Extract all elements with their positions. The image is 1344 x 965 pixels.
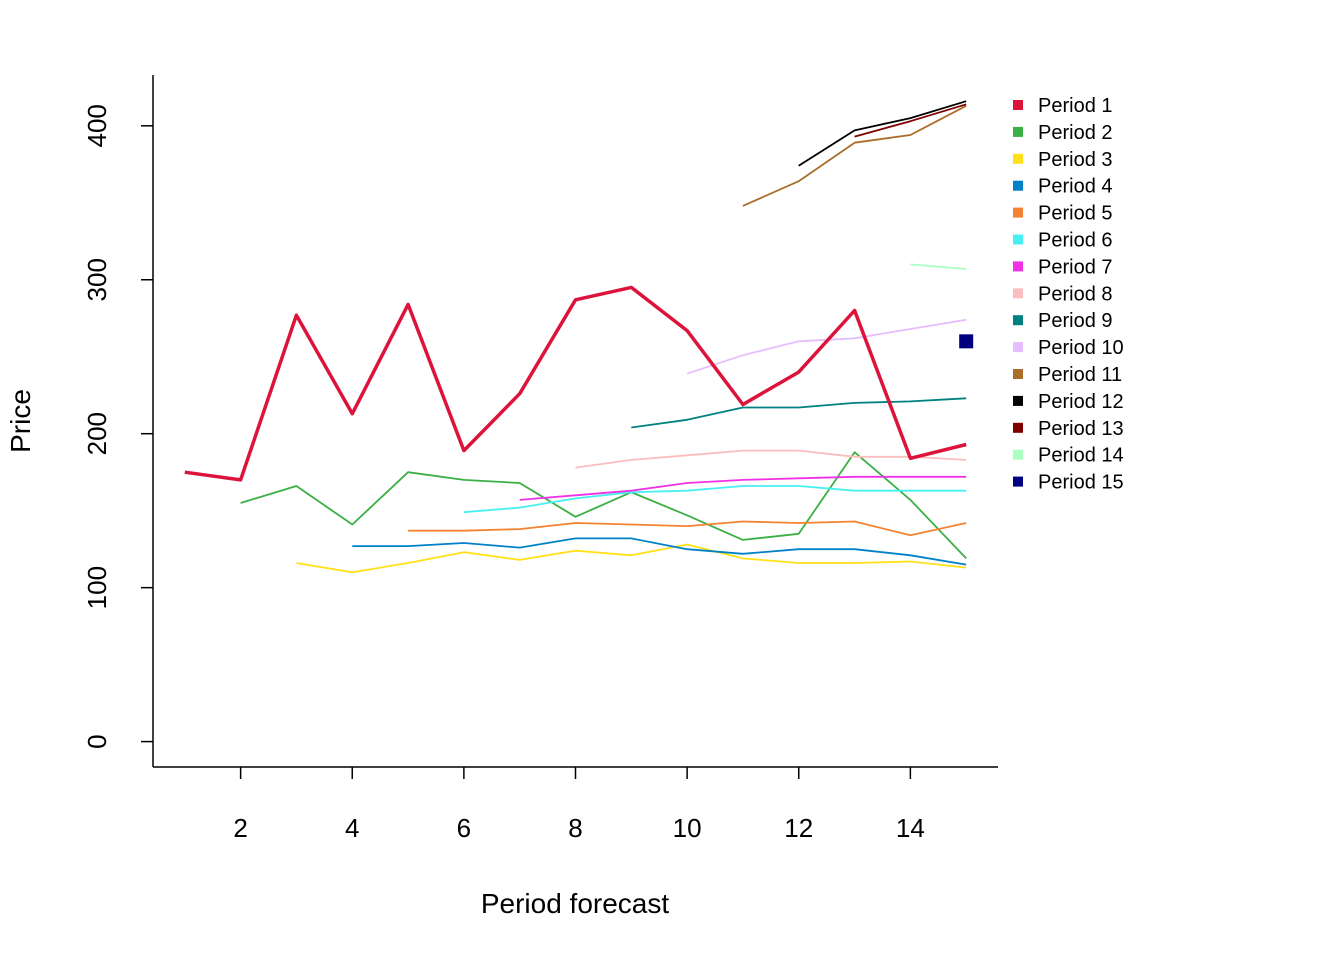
axes [152,75,998,768]
legend-label-period-2: Period 2 [1038,122,1113,144]
legend-label-period-14: Period 14 [1038,445,1124,467]
y-tick-label: 300 [82,258,112,301]
series-line-period-13 [854,103,967,138]
legend-swatch-period-7 [1013,261,1023,272]
legend-swatch-period-12 [1013,395,1023,406]
legend-label-period-10: Period 10 [1038,337,1124,359]
legend-swatch-period-14 [1013,449,1023,460]
legend-label-period-7: Period 7 [1038,256,1113,278]
series-line-period-4 [352,537,967,566]
x-tick-label: 12 [784,813,813,843]
legend-label-period-6: Period 6 [1038,230,1113,252]
x-ticks: 2 4 6 8 10 12 14 [233,767,925,843]
series-line-period-2 [240,451,967,560]
y-tick-label: 100 [82,566,112,609]
series-line-period-5 [408,520,967,537]
legend-swatch-period-15 [1013,476,1023,487]
legend-label-period-11: Period 11 [1038,364,1122,386]
legend-swatch-period-3 [1013,153,1023,164]
legend-swatch-period-6 [1013,234,1023,245]
series-line-period-14 [910,263,967,270]
y-tick-label: 400 [82,104,112,147]
y-tick-label: 200 [82,412,112,455]
legend: Period 1 Period 2 Period 3 Period 4 Period 5… [1013,95,1124,494]
legend-label-period-8: Period 8 [1038,283,1113,305]
legend-swatch-period-1 [1013,100,1023,110]
series-layer [184,100,974,574]
legend-swatch-period-10 [1013,342,1023,353]
legend-label-period-13: Period 13 [1038,418,1124,440]
legend-label-period-4: Period 4 [1038,176,1113,198]
legend-swatch-period-13 [1013,422,1023,433]
x-axis-title: Period forecast [481,888,670,919]
x-tick-label: 10 [673,813,702,843]
legend-swatch-period-5 [1013,207,1023,218]
series-line-period-7 [519,475,967,501]
y-ticks: 0 100 200 300 400 [82,104,153,749]
series-line-period-10 [686,318,967,375]
legend-swatch-period-11 [1013,369,1023,379]
x-tick-label: 14 [896,813,925,843]
legend-swatch-period-2 [1013,126,1023,137]
legend-label-period-15: Period 15 [1038,472,1124,494]
series-line-period-8 [575,449,967,469]
x-tick-label: 6 [457,813,471,843]
series-line-period-9 [631,397,967,429]
legend-label-period-5: Period 5 [1038,203,1113,225]
legend-swatch-period-4 [1013,180,1023,191]
series-line-period-12 [798,100,967,167]
y-tick-label: 0 [82,734,112,748]
series-line-period-1 [184,285,967,482]
legend-swatch-period-8 [1013,288,1023,299]
x-tick-label: 4 [345,813,359,843]
x-tick-label: 2 [233,813,247,843]
legend-label-period-12: Period 12 [1038,391,1124,413]
series-line-period-11 [742,105,967,207]
legend-label-period-3: Period 3 [1038,149,1113,171]
series-point-period-15 [959,334,974,349]
legend-label-period-1: Period 1 [1038,95,1113,117]
series-line-period-6 [463,485,967,514]
y-axis-title: Price [5,389,36,453]
x-tick-label: 8 [568,813,582,843]
series-line-period-3 [296,543,967,574]
legend-swatch-period-9 [1013,315,1023,326]
legend-label-period-9: Period 9 [1038,310,1113,332]
